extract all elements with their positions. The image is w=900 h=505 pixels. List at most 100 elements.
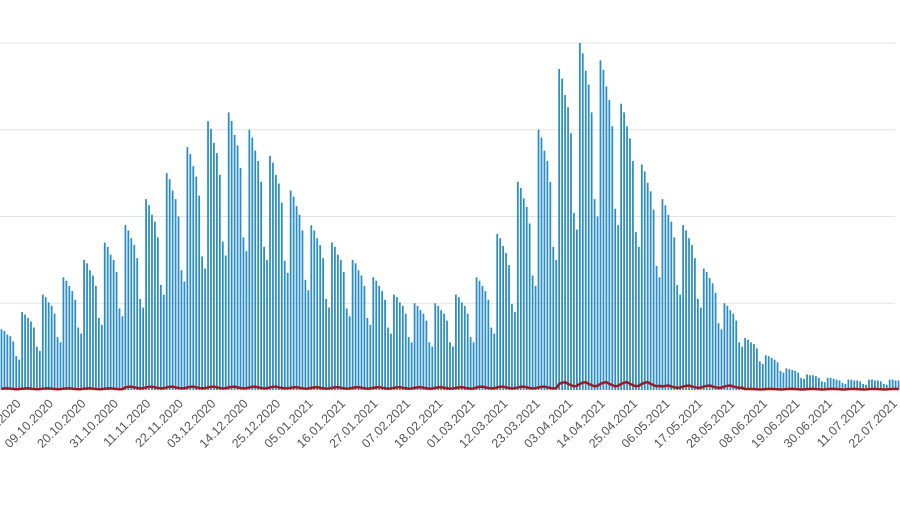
- bar: [460, 302, 463, 390]
- bar: [817, 377, 820, 390]
- bar: [251, 137, 254, 390]
- bar: [552, 246, 555, 390]
- bar: [83, 259, 85, 390]
- bar: [393, 294, 395, 390]
- bar: [691, 245, 693, 390]
- bar: [876, 380, 879, 390]
- bar: [750, 342, 752, 390]
- bar: [791, 370, 794, 390]
- bar: [747, 339, 749, 390]
- bar: [0, 329, 3, 390]
- bar: [12, 341, 15, 390]
- bar: [785, 368, 788, 390]
- bar: [508, 265, 510, 390]
- bar: [260, 181, 263, 390]
- bar: [555, 259, 558, 390]
- bar: [213, 142, 215, 390]
- bar: [455, 294, 457, 390]
- bar: [632, 160, 634, 390]
- bar: [853, 380, 856, 390]
- bar: [3, 331, 6, 390]
- bar: [770, 357, 773, 390]
- bar: [664, 205, 667, 390]
- bar: [516, 181, 519, 390]
- bar: [885, 384, 888, 390]
- bar: [80, 333, 83, 390]
- bar: [570, 133, 572, 390]
- bar: [617, 225, 620, 390]
- bar: [378, 285, 381, 390]
- bar: [649, 191, 652, 390]
- bar: [77, 327, 80, 390]
- bar: [481, 285, 484, 390]
- bar: [216, 153, 218, 390]
- bar: [33, 327, 35, 390]
- bar: [576, 229, 578, 390]
- bar: [688, 238, 690, 390]
- bar: [862, 383, 864, 390]
- bar: [419, 310, 422, 390]
- bar: [882, 383, 885, 390]
- bar: [71, 291, 74, 390]
- bar: [865, 384, 867, 390]
- bar: [121, 316, 124, 390]
- bar: [443, 313, 445, 390]
- bar: [463, 305, 466, 390]
- bar: [398, 302, 401, 390]
- bar: [154, 221, 156, 390]
- bar: [316, 238, 319, 390]
- bar: [218, 174, 221, 390]
- bar: [897, 380, 900, 390]
- bar: [670, 221, 673, 390]
- bar: [832, 378, 835, 390]
- bar: [416, 305, 419, 390]
- bar: [835, 379, 838, 390]
- bar: [449, 342, 451, 390]
- bar: [564, 95, 566, 391]
- bar: [823, 382, 826, 390]
- bar: [428, 342, 431, 390]
- bar: [124, 225, 127, 390]
- bar: [68, 285, 71, 390]
- bar: [561, 78, 564, 390]
- bar: [339, 259, 342, 390]
- bar: [334, 246, 336, 390]
- bar: [112, 259, 115, 390]
- bar: [142, 307, 144, 390]
- bar: [602, 69, 605, 390]
- bar: [280, 202, 283, 390]
- bar: [820, 381, 823, 390]
- bar: [776, 362, 779, 390]
- bar: [806, 374, 808, 390]
- bar: [753, 344, 755, 390]
- bar: [254, 150, 257, 390]
- bar: [375, 280, 378, 390]
- bar: [97, 317, 100, 390]
- bar: [357, 270, 360, 390]
- bar: [871, 379, 873, 390]
- bar: [277, 183, 280, 390]
- bar: [413, 303, 416, 390]
- bar: [298, 214, 301, 390]
- bar: [210, 128, 212, 390]
- bar: [661, 199, 664, 390]
- bar: [493, 333, 496, 390]
- bar: [815, 376, 817, 390]
- bar: [838, 380, 841, 390]
- bar: [626, 126, 628, 390]
- bar: [207, 121, 209, 390]
- bar: [9, 336, 12, 390]
- bar: [699, 307, 702, 390]
- bar: [47, 302, 50, 390]
- bar: [841, 383, 844, 390]
- bar: [180, 270, 183, 390]
- bar: [782, 372, 785, 390]
- bar: [499, 238, 502, 390]
- bar: [295, 206, 298, 390]
- bar: [891, 379, 894, 390]
- bar: [230, 121, 233, 390]
- bar: [440, 310, 443, 390]
- bar: [596, 216, 599, 390]
